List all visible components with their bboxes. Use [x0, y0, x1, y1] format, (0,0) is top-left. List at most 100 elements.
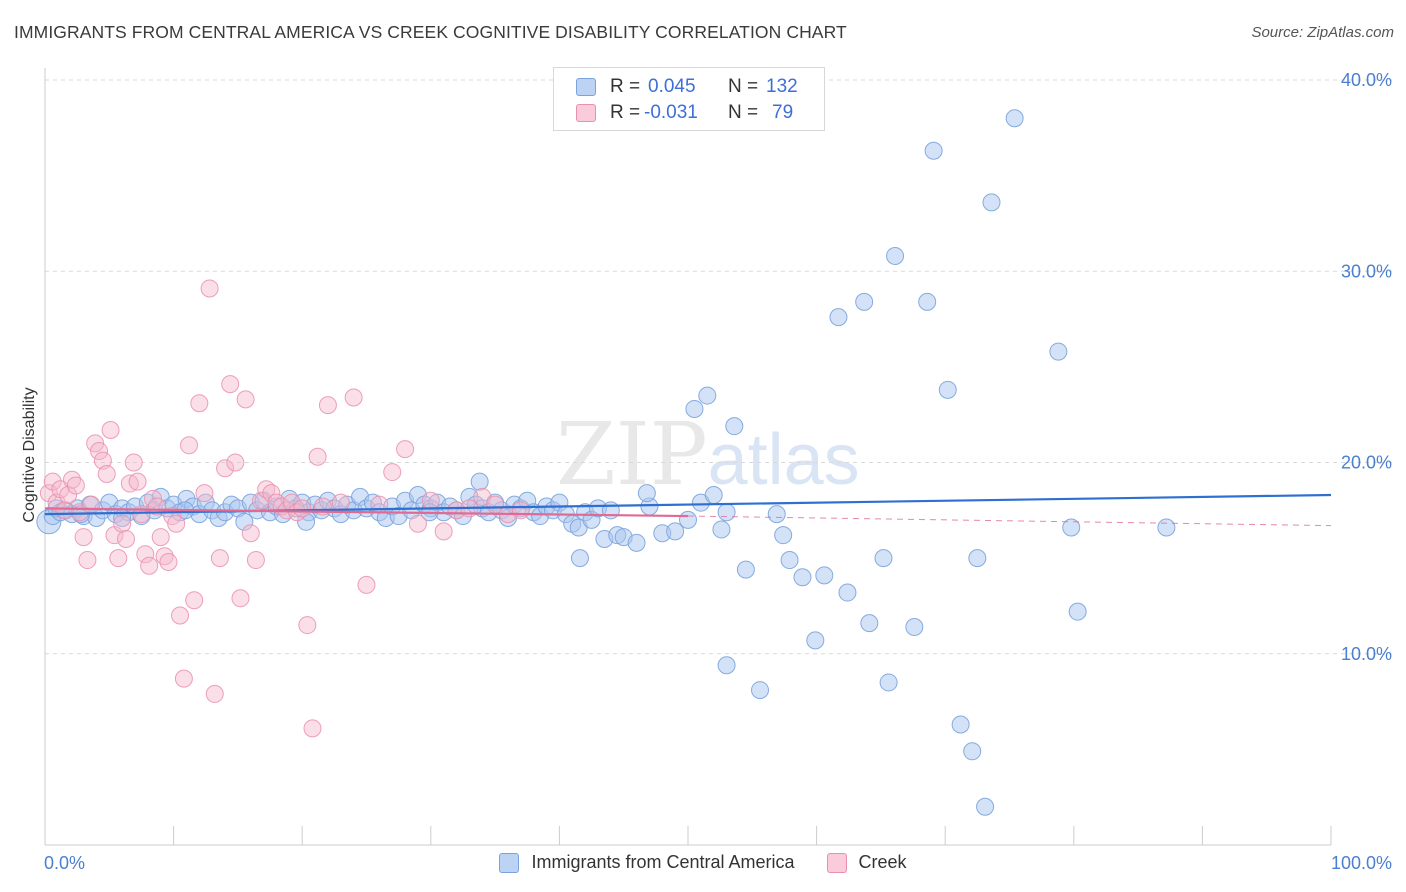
central-america-point [685, 399, 704, 418]
creek-point [408, 514, 427, 533]
central-america-point [963, 742, 982, 761]
creek-point [241, 524, 260, 543]
creek-point [117, 530, 136, 548]
x-tick-label-max: 100.0% [1331, 853, 1392, 873]
creek-point [396, 440, 415, 459]
creek-point [308, 447, 327, 466]
creek-point [293, 499, 312, 518]
creek-point [74, 528, 93, 547]
central-america-point [774, 526, 793, 545]
central-america-point [829, 308, 848, 327]
central-america-point [470, 472, 489, 491]
creek-point [383, 463, 402, 482]
central-america-point [905, 617, 924, 636]
creek-point [136, 545, 155, 564]
central-america-point [725, 417, 744, 436]
creek-point [344, 388, 363, 407]
central-america-point [235, 512, 254, 531]
legend-n-label: N = [728, 102, 759, 123]
legend-swatch-pink [826, 852, 847, 873]
legend-n-value: 132 [766, 76, 798, 97]
central-america-point [780, 551, 799, 570]
central-america-point [951, 715, 970, 734]
central-america-point [1062, 518, 1081, 537]
creek-point [66, 476, 85, 495]
creek-point [511, 501, 530, 520]
central-america-point [982, 193, 1001, 212]
creek-point [216, 459, 235, 478]
central-america-point [736, 560, 755, 579]
legend-swatch-blue [499, 852, 520, 873]
central-america-point [627, 533, 646, 552]
creek-point [434, 522, 453, 541]
creek-point [90, 442, 109, 461]
creek-point [210, 549, 229, 568]
creek-point [303, 719, 322, 738]
y-tick-label: 10.0% [1341, 644, 1392, 664]
legend-swatch-blue [576, 78, 596, 96]
creek-point [151, 528, 170, 547]
creek-point [113, 514, 132, 533]
central-america-point [874, 549, 893, 568]
y-tick-label: 40.0% [1341, 70, 1392, 90]
central-america-point [717, 503, 736, 522]
x-tick-label-min: 0.0% [44, 853, 85, 873]
watermark-zip: ZIP [556, 405, 708, 505]
creek-point [140, 556, 159, 575]
central-america-point [879, 673, 898, 692]
central-america-point [918, 292, 937, 311]
creek-point [97, 464, 116, 483]
central-america-point [1005, 109, 1024, 128]
creek-point [109, 549, 128, 568]
central-america-point [666, 522, 685, 541]
legend-row-blue: R = 0.045 N = 132 [576, 74, 798, 100]
creek-point [421, 491, 440, 510]
trend-lines [44, 493, 1332, 527]
legend-n-label: N = [728, 76, 759, 97]
creek-point [93, 451, 112, 470]
creek-point [231, 589, 250, 608]
creek-point [185, 591, 204, 610]
legend-label-central-america: Immigrants from Central America [531, 852, 795, 872]
central-america-point [297, 512, 316, 531]
trend-line-creek [44, 507, 689, 518]
creek-point [246, 551, 265, 570]
central-america-point [1068, 602, 1087, 621]
creek-point [101, 420, 120, 439]
creek-point [171, 606, 190, 625]
central-america-point [1049, 342, 1068, 361]
creek-point [190, 394, 209, 413]
legend-item-central-america: Immigrants from Central America [499, 852, 795, 873]
creek-point [55, 501, 74, 520]
y-tick-label: 20.0% [1341, 453, 1392, 473]
legend-row-pink: R = -0.031 N = 79 [576, 100, 793, 126]
central-america-point [712, 520, 731, 539]
central-america-point [637, 484, 656, 503]
creek-point [200, 279, 219, 298]
source-label: Source: ZipAtlas.com [1251, 24, 1394, 41]
tick-labels: 10.0% 20.0% 30.0% 40.0% 0.0% 100.0% [44, 70, 1392, 873]
creek-point [236, 390, 255, 409]
creek-point [370, 495, 389, 514]
central-america-point [767, 505, 786, 524]
creek-point [226, 453, 245, 472]
creek-point [298, 616, 317, 635]
creek-point [132, 505, 151, 524]
central-america-point [855, 292, 874, 311]
y-tick-label: 30.0% [1341, 261, 1392, 281]
trend-line-creek-extension [687, 515, 1332, 527]
axes [44, 68, 1332, 846]
creek-point [174, 669, 193, 688]
series-creek [39, 279, 530, 738]
central-america-point [717, 656, 736, 675]
creek-point [262, 484, 281, 503]
creek-point [78, 551, 97, 570]
creek-point [39, 484, 58, 503]
legend-r-value: 0.045 [648, 76, 696, 97]
central-america-point [815, 566, 834, 585]
legend-r-label: R = [610, 76, 641, 97]
central-america-point [938, 380, 957, 399]
creek-point [221, 375, 240, 394]
creek-point [252, 491, 271, 510]
creek-point [318, 396, 337, 415]
